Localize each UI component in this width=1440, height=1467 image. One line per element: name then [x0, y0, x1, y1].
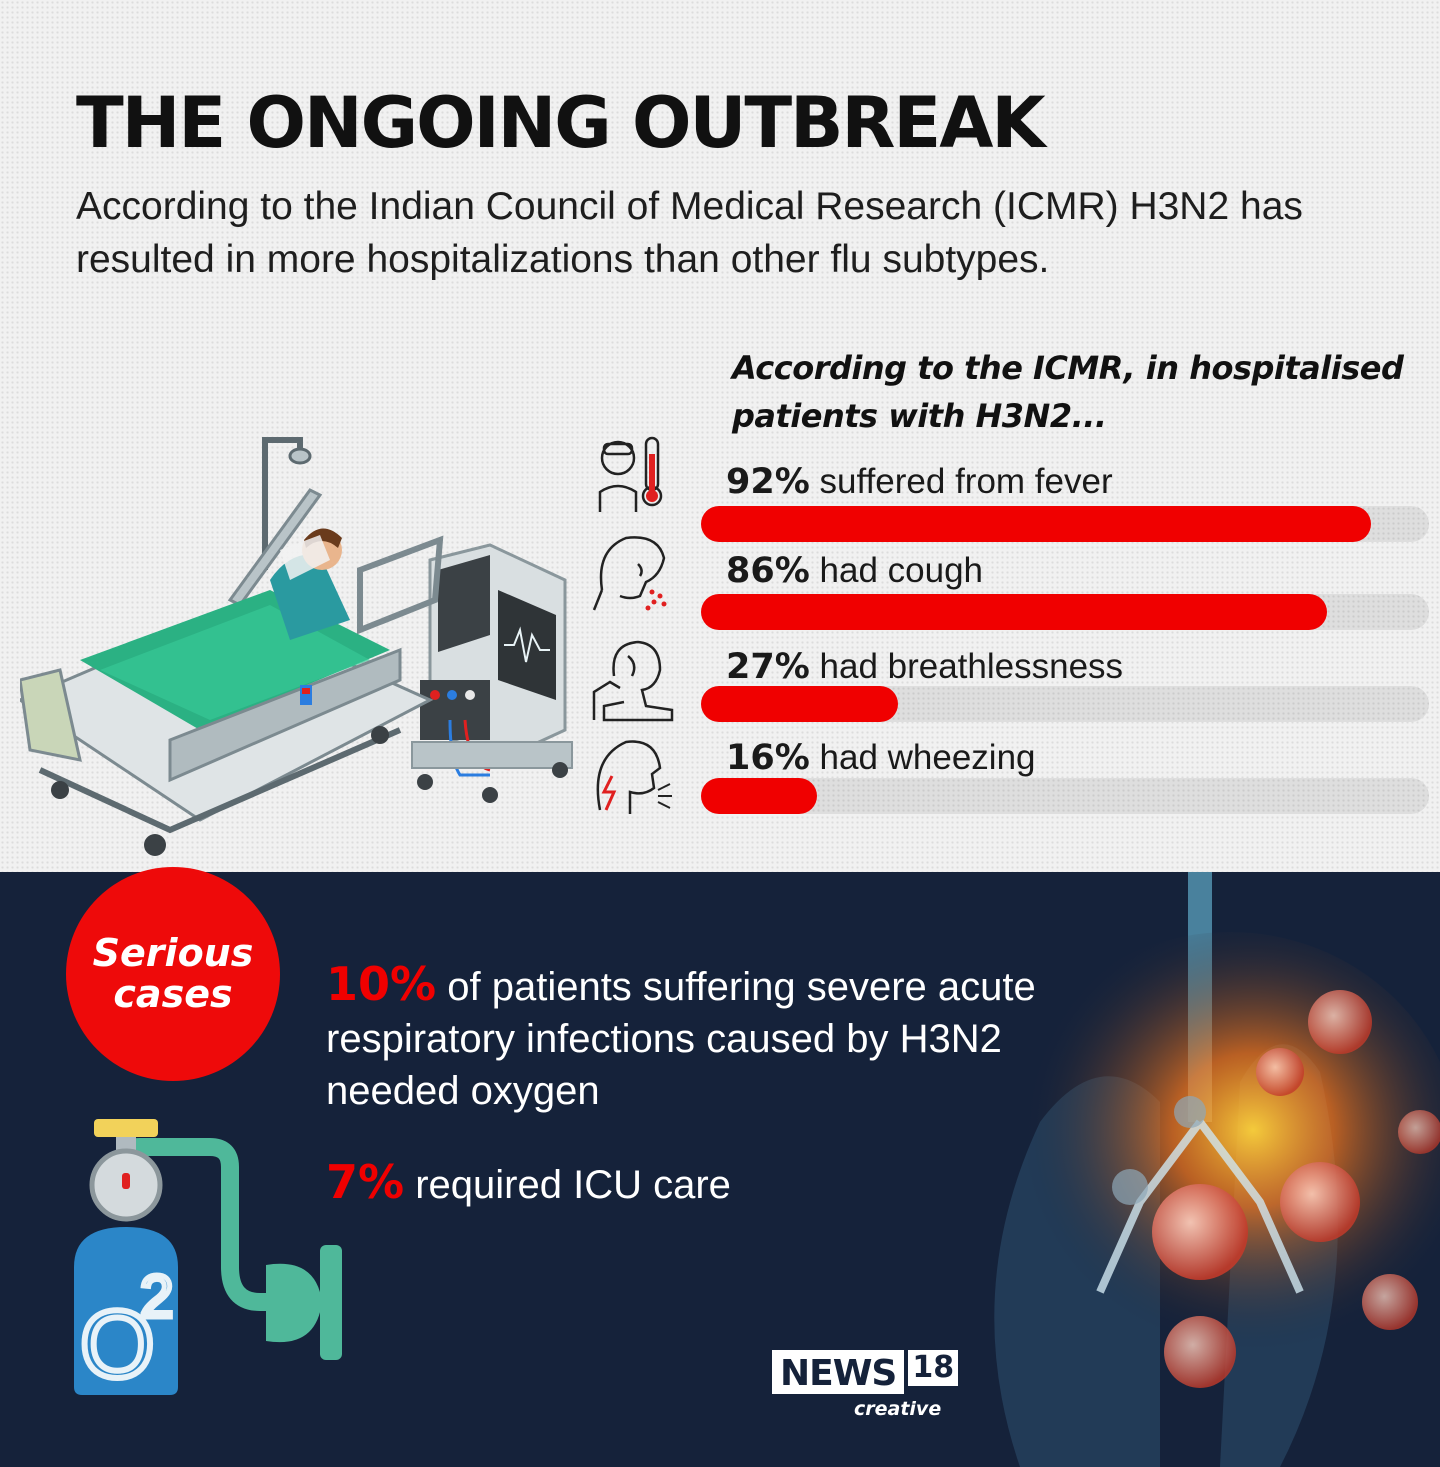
lungs-virus-illustration [994, 872, 1440, 1467]
bar-label-fever: 92% suffered from fever [726, 462, 1113, 502]
bar-fever [701, 506, 1371, 542]
thermometer-icon [598, 436, 663, 512]
bed [20, 488, 444, 856]
stat-oxygen: 10% of patients suffering severe acute r… [326, 958, 1086, 1117]
bar-breathlessness [701, 686, 898, 722]
bar-track-breathlessness [701, 686, 1429, 722]
bar-track-fever [701, 506, 1429, 542]
oxygen-label: O [80, 1291, 155, 1397]
logo-news: NEWS [772, 1350, 905, 1394]
bar-label-cough: 86% had cough [726, 551, 983, 591]
bar-cough [701, 594, 1328, 630]
page-title: THE ONGOING OUTBREAK [76, 82, 1046, 164]
news18-logo: NEWS 18 creative [772, 1350, 959, 1420]
bar-category-label: had cough [819, 551, 983, 590]
bar-value-label: 27% [726, 647, 810, 687]
oxygen-tank-illustration: O 2 [74, 1119, 342, 1397]
serious-cases-badge: Serious cases [66, 867, 280, 1081]
bar-value-label: 16% [726, 738, 810, 778]
page-subtitle: According to the Indian Council of Medic… [76, 185, 1303, 281]
wheezing-icon [596, 740, 672, 814]
bar-label-wheezing: 16% had wheezing [726, 738, 1036, 778]
stat-icu-text: required ICU care [415, 1163, 731, 1207]
bar-value-label: 86% [726, 551, 810, 591]
stat-icu: 7% required ICU care [326, 1156, 926, 1211]
stat-oxygen-text: of patients suffering severe acute respi… [326, 965, 1036, 1113]
oxygen-superscript: 2 [140, 1263, 173, 1330]
badge-label: Serious cases [92, 931, 254, 1016]
bar-wheezing [701, 778, 818, 814]
bar-category-label: had wheezing [819, 738, 1036, 777]
stat-oxygen-value: 10% [326, 957, 437, 1011]
stat-icu-value: 7% [326, 1155, 405, 1209]
hospital-bed-illustration [20, 437, 573, 856]
logo-number: 18 [908, 1350, 959, 1386]
breathlessness-icon [592, 640, 674, 722]
monitor-cart [411, 543, 573, 803]
bar-track-cough [701, 594, 1429, 630]
bar-category-label: suffered from fever [819, 462, 1113, 501]
bar-category-label: had breathlessness [819, 647, 1124, 686]
bar-track-wheezing [701, 778, 1429, 814]
logo-creative: creative [854, 1398, 942, 1420]
bar-value-label: 92% [726, 462, 810, 502]
cough-icon [592, 536, 667, 611]
chart-intro: According to the ICMR, in hospitalised p… [732, 349, 1404, 435]
bar-label-breathlessness: 27% had breathlessness [726, 647, 1123, 687]
